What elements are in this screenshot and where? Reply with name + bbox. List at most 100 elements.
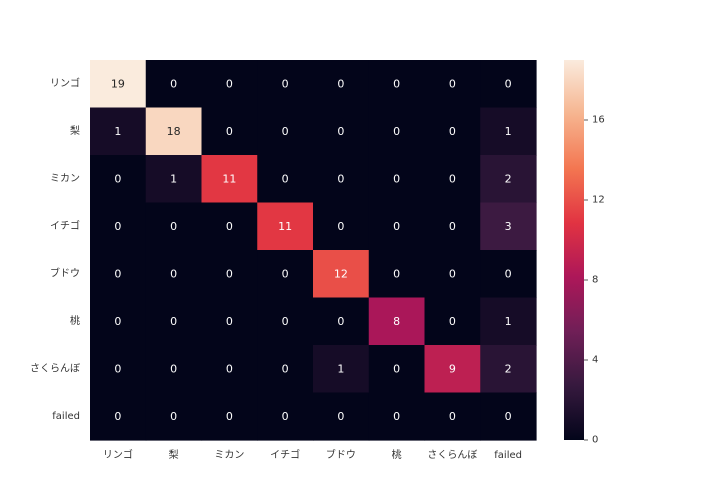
cell-value-r5-c5: 8 (393, 315, 400, 328)
heatmap-cell-r3-c2 (201, 202, 258, 251)
cell-value-r6-c1: 0 (170, 362, 177, 375)
heatmap-cell-r4-c2 (201, 250, 258, 299)
cell-value-r2-c3: 0 (282, 172, 289, 185)
cell-value-r5-c4: 0 (337, 315, 344, 328)
heatmap-cell-r5-c0 (90, 297, 147, 346)
cell-value-r1-c6: 0 (449, 125, 456, 138)
colorbar-tick-label-2: 8 (592, 275, 598, 286)
cell-value-r0-c3: 0 (282, 77, 289, 90)
heatmap-cell-r6-c2 (201, 345, 258, 394)
cell-value-r7-c2: 0 (226, 410, 233, 423)
heatmap-cell-r3-c4 (313, 202, 370, 251)
heatmap-cell-r2-c5 (368, 155, 426, 204)
heatmap-cell-r3-c3 (257, 202, 314, 251)
cell-value-r0-c6: 0 (449, 77, 456, 90)
heatmap-cell-r0-c4 (313, 60, 370, 109)
heatmap-cell-r7-c7 (480, 392, 537, 441)
y-tick-label-1: 梨 (70, 124, 80, 137)
cell-value-r1-c5: 0 (393, 125, 400, 138)
cell-value-r7-c5: 0 (393, 410, 400, 423)
cell-value-r2-c5: 0 (393, 172, 400, 185)
heatmap-cell-r5-c7 (480, 297, 537, 346)
cell-value-r4-c4: 12 (334, 267, 348, 280)
cell-value-r0-c1: 0 (170, 77, 177, 90)
heatmap-cell-r5-c4 (313, 297, 370, 346)
heatmap-cell-r4-c7 (480, 250, 537, 299)
colorbar-tick-label-1: 4 (592, 355, 598, 366)
cell-value-r1-c4: 0 (337, 125, 344, 138)
x-tick-label-1: 梨 (169, 448, 179, 461)
heatmap-cell-r1-c7 (480, 107, 537, 156)
cell-value-r6-c3: 0 (282, 362, 289, 375)
cell-value-r6-c0: 0 (114, 362, 121, 375)
y-tick-label-2: ミカン (50, 172, 80, 184)
colorbar-tick-label-0: 0 (592, 435, 598, 446)
cell-value-r0-c0: 19 (111, 77, 125, 90)
x-tick-label-0: リンゴ (103, 448, 133, 461)
cell-value-r4-c6: 0 (449, 267, 456, 280)
heatmap-cell-r0-c1 (145, 60, 203, 109)
heatmap-cell-r5-c5 (368, 297, 426, 346)
colorbar-gradient (564, 60, 584, 440)
cell-value-r5-c6: 0 (449, 315, 456, 328)
heatmap-cell-r6-c7 (480, 345, 537, 394)
heatmap-cell-r4-c5 (368, 250, 426, 299)
heatmap-cell-r0-c3 (257, 60, 314, 109)
cell-value-r3-c6: 0 (449, 220, 456, 233)
x-tick-label-2: ミカン (214, 449, 244, 461)
cell-value-r6-c7: 2 (505, 362, 512, 375)
heatmap-cell-r0-c0 (90, 60, 147, 109)
heatmap-cell-r7-c4 (313, 392, 370, 441)
cell-value-r4-c0: 0 (114, 267, 121, 280)
cell-value-r4-c3: 0 (282, 267, 289, 280)
x-tick-label-3: イチゴ (270, 448, 300, 461)
colorbar: 0 4 8 12 16 (564, 60, 605, 446)
cell-value-r3-c5: 0 (393, 220, 400, 233)
heatmap-cell-r1-c4 (313, 107, 370, 156)
heatmap-cell-r6-c1 (145, 345, 203, 394)
x-tick-label-6: さくらんぼ (427, 449, 477, 461)
cell-value-r5-c0: 0 (114, 315, 121, 328)
heatmap-cell-r7-c3 (257, 392, 314, 441)
cell-value-r0-c2: 0 (226, 77, 233, 90)
cell-value-r4-c1: 0 (170, 267, 177, 280)
heatmap-cell-r0-c7 (480, 60, 537, 109)
heatmap-cell-r4-c1 (145, 250, 203, 299)
cell-value-r0-c4: 0 (337, 77, 344, 90)
heatmap-cell-r7-c1 (145, 392, 203, 441)
heatmap-cell-r1-c1 (145, 107, 203, 156)
heatmap-cell-r2-c7 (480, 155, 537, 204)
cell-value-r2-c6: 0 (449, 172, 456, 185)
y-tick-label-0: リンゴ (50, 76, 80, 89)
heatmap-cell-r7-c6 (424, 392, 481, 441)
heatmap-cell-r7-c5 (368, 392, 426, 441)
y-tick-label-3: イチゴ (50, 219, 80, 232)
cell-value-r6-c6: 9 (449, 362, 456, 375)
heatmap-cell-r7-c0 (90, 392, 147, 441)
heatmap-cell-r6-c3 (257, 345, 314, 394)
cell-value-r7-c6: 0 (449, 410, 456, 423)
cell-value-r4-c5: 0 (393, 267, 400, 280)
heatmap-cell-r5-c6 (424, 297, 481, 346)
cell-value-r6-c2: 0 (226, 362, 233, 375)
heatmap-cell-r4-c0 (90, 250, 147, 299)
cell-value-r7-c4: 0 (337, 410, 344, 423)
heatmap-cell-r7-c2 (201, 392, 258, 441)
cell-value-r5-c7: 1 (505, 315, 512, 328)
heatmap-cell-r0-c5 (368, 60, 426, 109)
cell-value-r7-c3: 0 (282, 410, 289, 423)
heatmap-cell-r4-c4 (313, 250, 370, 299)
y-tick-label-7: failed (52, 411, 80, 422)
y-tick-label-5: 桃 (70, 314, 80, 327)
cell-value-r1-c0: 1 (114, 125, 121, 138)
heatmap-cell-r2-c1 (145, 155, 203, 204)
cell-value-r3-c0: 0 (114, 220, 121, 233)
cell-value-r6-c5: 0 (393, 362, 400, 375)
cell-value-r5-c2: 0 (226, 315, 233, 328)
heatmap-cell-r0-c2 (201, 60, 258, 109)
cell-value-r6-c4: 1 (337, 362, 344, 375)
heatmap-cell-r1-c3 (257, 107, 314, 156)
heatmap-cell-r3-c6 (424, 202, 481, 251)
